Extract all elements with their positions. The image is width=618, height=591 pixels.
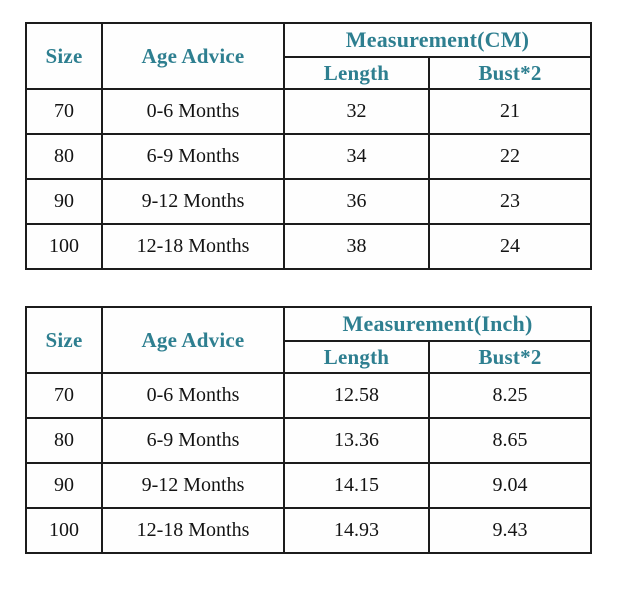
cell-length: 36: [283, 178, 430, 225]
header-length: Length: [283, 340, 430, 374]
cell-age: 6-9 Months: [101, 133, 285, 180]
cell-length: 12.58: [283, 372, 430, 419]
cell-age: 0-6 Months: [101, 88, 285, 135]
size-table-inch: Size Age Advice Measurement(Inch) Length…: [25, 306, 592, 554]
cell-size: 100: [25, 223, 103, 270]
cell-bust: 21: [427, 88, 593, 135]
table-row: 80 6-9 Months 13.36 8.65: [25, 417, 592, 464]
cell-length: 14.15: [283, 462, 430, 509]
size-table-cm: Size Age Advice Measurement(CM) Length B…: [25, 22, 593, 270]
header-measurement-cm: Measurement(CM): [282, 22, 593, 58]
header-age-advice: Age Advice: [101, 306, 285, 374]
cell-bust: 24: [427, 223, 593, 270]
header-size: Size: [25, 306, 103, 374]
table-row: 100 12-18 Months 14.93 9.43: [25, 507, 592, 554]
cell-age: 12-18 Months: [101, 507, 285, 554]
cell-size: 70: [25, 88, 103, 135]
header-row-group: Size Age Advice Measurement(Inch): [25, 306, 592, 374]
table-row: 90 9-12 Months 36 23: [25, 178, 593, 225]
cell-size: 90: [25, 462, 103, 509]
header-row-group: Size Age Advice Measurement(CM): [25, 22, 593, 90]
header-row-sub: Length Bust*2: [26, 340, 592, 374]
size-chart-page: Size Age Advice Measurement(CM) Length B…: [25, 22, 593, 554]
table-row: 70 0-6 Months 32 21: [25, 88, 593, 135]
header-length: Length: [283, 56, 430, 90]
table-row: 90 9-12 Months 14.15 9.04: [25, 462, 592, 509]
cell-size: 90: [25, 178, 103, 225]
cell-bust: 22: [427, 133, 593, 180]
header-row-sub: Length Bust*2: [26, 56, 593, 90]
cell-bust: 23: [427, 178, 593, 225]
cell-bust: 9.04: [428, 462, 592, 509]
cell-size: 70: [25, 372, 103, 419]
cell-length: 13.36: [283, 417, 430, 464]
header-bust: Bust*2: [428, 340, 592, 374]
cell-age: 9-12 Months: [101, 178, 285, 225]
table-row: 80 6-9 Months 34 22: [25, 133, 593, 180]
header-measurement-inch: Measurement(Inch): [283, 306, 592, 342]
cell-length: 32: [283, 88, 430, 135]
cell-size: 100: [25, 507, 103, 554]
cell-length: 34: [283, 133, 430, 180]
cell-size: 80: [25, 133, 103, 180]
cell-age: 12-18 Months: [101, 223, 285, 270]
cell-bust: 8.25: [428, 372, 592, 419]
cell-size: 80: [25, 417, 103, 464]
header-size: Size: [25, 22, 103, 90]
cell-length: 38: [283, 223, 430, 270]
cell-length: 14.93: [283, 507, 430, 554]
cell-age: 6-9 Months: [101, 417, 285, 464]
cell-bust: 8.65: [428, 417, 592, 464]
cell-age: 0-6 Months: [101, 372, 285, 419]
cell-bust: 9.43: [428, 507, 592, 554]
cell-age: 9-12 Months: [101, 462, 285, 509]
header-bust: Bust*2: [427, 56, 593, 90]
table-row: 70 0-6 Months 12.58 8.25: [25, 372, 592, 419]
table-row: 100 12-18 Months 38 24: [25, 223, 593, 270]
header-age-advice: Age Advice: [101, 22, 285, 90]
